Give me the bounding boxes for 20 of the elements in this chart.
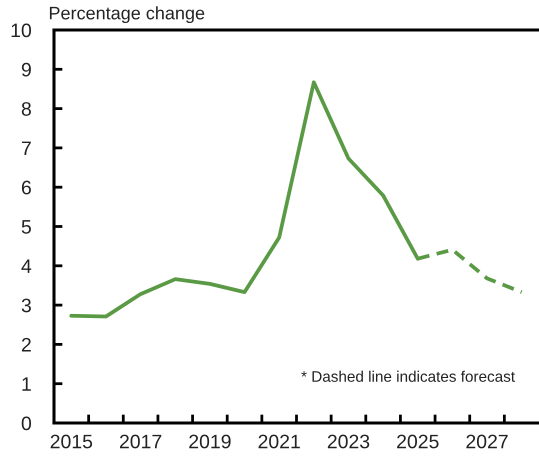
x-tick-label: 2017 (120, 434, 162, 448)
y-tick-label: 2 (22, 338, 31, 352)
x-tick-label: 2023 (328, 434, 370, 448)
y-tick-label: 5 (22, 220, 31, 234)
y-tick-label: 7 (22, 142, 31, 155)
x-tick-label: 2015 (50, 434, 92, 448)
y-tick-label: 0 (22, 416, 32, 430)
y-tick-label: 6 (22, 180, 31, 194)
y-tick-label: 10 (12, 23, 32, 38)
y-axis-title: Percentage change (50, 6, 204, 24)
x-tick-label: 2025 (397, 434, 439, 448)
x-tick-label: 2021 (258, 434, 300, 448)
y-tick-label: 3 (22, 298, 31, 312)
x-tick-label: 2019 (189, 434, 231, 448)
y-tick-label: 4 (21, 259, 32, 273)
y-tick-label: 8 (22, 102, 31, 116)
y-tick-label: 1 (22, 377, 31, 391)
annotation: * Dashed line indicates forecast (301, 370, 515, 382)
y-tick-label: 9 (22, 62, 31, 77)
x-tick-label: 2027 (466, 434, 508, 448)
